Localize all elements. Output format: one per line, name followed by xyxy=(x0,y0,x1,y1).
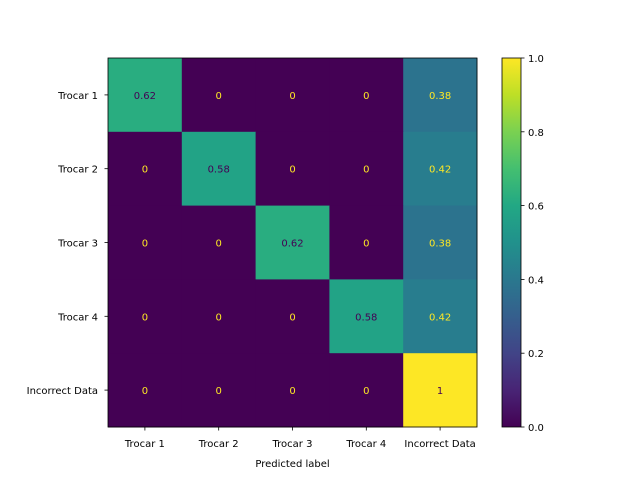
matrix-cell xyxy=(403,58,478,133)
matrix-cell xyxy=(329,353,404,428)
cell-labels: 0.62 0 0 0 0.38 0 0.58 0 0 0.42 0 0 0.62 0 0.38 0 0 0 0.58… xyxy=(134,91,451,397)
y-tick-label: Trocar 3 xyxy=(57,239,98,250)
matrix-cell xyxy=(329,205,404,280)
colorbar-tick-label: 0.2 xyxy=(528,349,544,360)
x-tick-label: Trocar 3 xyxy=(272,439,313,450)
cell-value-label: 0.62 xyxy=(134,91,156,102)
cell-value-label: 0 xyxy=(363,165,369,176)
cell-value-label: 0 xyxy=(216,386,222,397)
cell-value-label: 0 xyxy=(289,91,295,102)
matrix-cell xyxy=(403,279,478,354)
cell-value-label: 0 xyxy=(142,312,148,323)
x-tick-label: Trocar 4 xyxy=(345,439,386,450)
colorbar xyxy=(501,57,522,428)
matrix-cell xyxy=(403,353,478,428)
colorbar-tick-label: 0.6 xyxy=(528,202,544,213)
cell-value-label: 0 xyxy=(289,386,295,397)
matrix-cell xyxy=(181,279,257,354)
matrix-cell xyxy=(403,205,478,280)
cell-value-label: 0.58 xyxy=(208,165,230,176)
y-tick-label: Trocar 4 xyxy=(57,312,98,323)
cell-value-label: 1 xyxy=(437,386,443,397)
cell-value-label: 0 xyxy=(289,165,295,176)
colorbar-ticks: 0.0 0.2 0.4 0.6 0.8 1.0 xyxy=(521,54,544,434)
matrix-cell xyxy=(108,279,183,354)
matrix-cells xyxy=(108,58,478,428)
cell-value-label: 0 xyxy=(363,239,369,250)
matrix-cell xyxy=(108,131,183,207)
matrix-cell xyxy=(181,353,257,428)
matrix-cell xyxy=(255,131,330,207)
cell-value-label: 0.62 xyxy=(281,239,303,250)
x-axis-label: Predicted label xyxy=(255,459,329,470)
y-tick-label: Incorrect Data xyxy=(27,386,98,397)
y-tick-label: Trocar 1 xyxy=(57,91,98,102)
y-axis-ticks: Trocar 1 Trocar 2 Trocar 3 Trocar 4 Incorrec… xyxy=(27,91,108,397)
cell-value-label: 0 xyxy=(142,239,148,250)
matrix-cell xyxy=(108,353,183,428)
matrix-cell xyxy=(255,205,330,280)
x-tick-label: Incorrect Data xyxy=(404,439,475,450)
cell-value-label: 0.58 xyxy=(355,312,377,323)
matrix-cell xyxy=(329,58,404,133)
matrix-cell xyxy=(255,353,330,428)
matrix-cell xyxy=(108,205,183,280)
x-axis-ticks: Trocar 1 Trocar 2 Trocar 3 Trocar 4 Incorrec… xyxy=(124,427,476,450)
cell-value-label: 0 xyxy=(216,312,222,323)
matrix-cell xyxy=(255,279,330,354)
cell-value-label: 0 xyxy=(363,386,369,397)
cell-value-label: 0 xyxy=(289,312,295,323)
cell-value-label: 0.38 xyxy=(429,91,451,102)
cell-value-label: 0.42 xyxy=(429,165,451,176)
y-tick-label: Trocar 2 xyxy=(57,165,98,176)
matrix-cell xyxy=(329,131,404,207)
matrix-cell xyxy=(181,131,257,207)
cell-value-label: 0.42 xyxy=(429,312,451,323)
colorbar-tick-label: 0.4 xyxy=(528,275,544,286)
cell-value-label: 0 xyxy=(142,165,148,176)
cell-value-label: 0 xyxy=(142,386,148,397)
cell-value-label: 0 xyxy=(216,239,222,250)
x-tick-label: Trocar 1 xyxy=(124,439,165,450)
colorbar-tick-label: 0.0 xyxy=(528,423,544,434)
matrix-cell xyxy=(329,279,404,354)
cell-value-label: 0 xyxy=(216,91,222,102)
cell-value-label: 0 xyxy=(363,91,369,102)
colorbar-tick-label: 1.0 xyxy=(528,54,544,65)
colorbar-tick-label: 0.8 xyxy=(528,128,544,139)
matrix-cell xyxy=(181,205,257,280)
matrix-cell xyxy=(403,131,478,207)
matrix-cell xyxy=(108,58,183,133)
matrix-cell xyxy=(255,58,330,133)
x-tick-label: Trocar 2 xyxy=(198,439,239,450)
matrix-cell xyxy=(181,58,257,133)
cell-value-label: 0.38 xyxy=(429,239,451,250)
